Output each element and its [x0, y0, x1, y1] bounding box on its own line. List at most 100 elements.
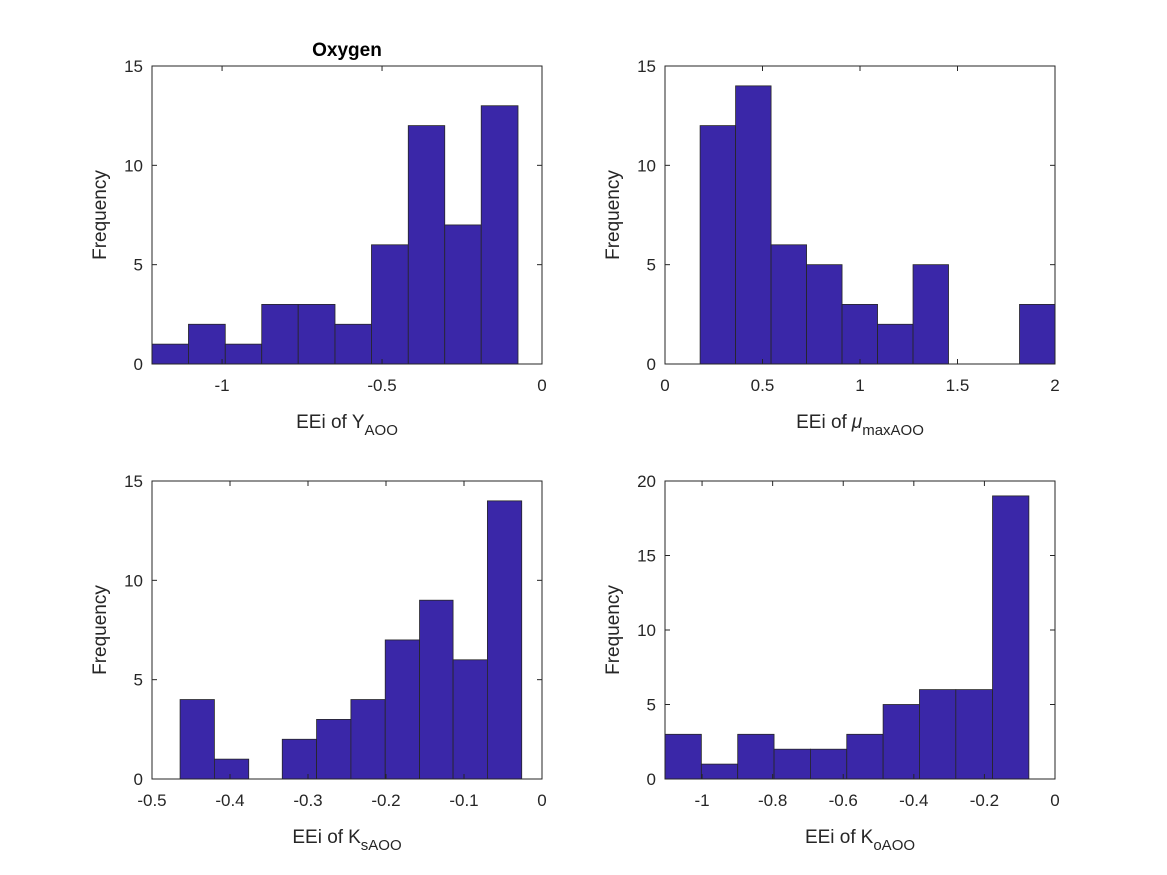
y-tick-label: 5	[134, 256, 143, 275]
bar	[806, 264, 843, 365]
x-label-symbol: μ	[851, 412, 863, 433]
x-label-symbol: K	[348, 827, 361, 848]
x-label-subscript: sAOO	[361, 837, 402, 854]
bar	[919, 689, 957, 780]
bar	[735, 85, 772, 365]
y-tick-label: 5	[647, 696, 656, 715]
x-label-symbol: Y	[352, 412, 365, 433]
bar	[877, 323, 914, 365]
x-tick-label: -0.5	[367, 376, 396, 395]
y-tick-label: 10	[124, 571, 143, 590]
bar	[261, 303, 299, 365]
chart-title: Oxygen	[312, 40, 382, 61]
x-axis-label: EEi of KsAOO	[292, 827, 401, 854]
bar	[480, 105, 519, 365]
y-tick-label: 0	[647, 355, 656, 374]
y-tick-label: 15	[637, 547, 656, 566]
x-tick-label: -0.8	[758, 791, 787, 810]
bar	[350, 699, 386, 780]
x-tick-label: -0.5	[137, 791, 166, 810]
bar	[419, 599, 454, 780]
bar	[316, 719, 352, 780]
bar	[281, 738, 317, 780]
x-axis-label: EEi of KoAOO	[805, 827, 915, 854]
y-tick-label: 5	[647, 256, 656, 275]
bar	[407, 125, 446, 365]
x-tick-label: -0.3	[293, 791, 322, 810]
bar	[841, 303, 878, 365]
bar	[882, 704, 920, 780]
x-label-subscript: maxAOO	[862, 422, 924, 439]
x-tick-label: -1	[215, 376, 230, 395]
x-tick-label: -0.4	[899, 791, 928, 810]
x-tick-label: 0	[660, 376, 669, 395]
y-tick-label: 0	[134, 770, 143, 789]
x-tick-label: 0	[537, 791, 546, 810]
x-tick-label: 0	[537, 376, 546, 395]
x-label-subscript: AOO	[365, 422, 398, 439]
bar	[992, 495, 1030, 780]
x-tick-label: -0.1	[449, 791, 478, 810]
x-label-text: EEi of	[292, 827, 343, 848]
y-axis-label: Frequency	[90, 585, 111, 675]
y-tick-label: 0	[647, 770, 656, 789]
y-tick-label: 20	[637, 472, 656, 491]
bar	[773, 748, 811, 780]
x-axis-label: EEi of μmaxAOO	[796, 412, 924, 439]
axes: 0 5 10 15 20 -1 -0.8 -0.6 -0.4 -0.2 0 Frequency EEi …	[603, 472, 1060, 854]
x-tick-label: -0.6	[829, 791, 858, 810]
x-tick-label: 0.5	[751, 376, 775, 395]
x-tick-label: 2	[1050, 376, 1059, 395]
bar	[179, 699, 215, 780]
bar	[224, 343, 263, 365]
x-label-subscript: oAOO	[873, 837, 915, 854]
x-tick-label: -0.2	[970, 791, 999, 810]
bar	[486, 500, 523, 780]
bar	[810, 748, 848, 780]
bar	[371, 244, 409, 365]
y-tick-label: 10	[637, 156, 656, 175]
bar	[955, 689, 993, 780]
axes: 0 5 10 15 -0.5 -0.4 -0.3 -0.2 -0.1 0 Frequency EEi …	[90, 472, 547, 854]
x-label-text: EEi of	[296, 412, 347, 433]
y-axis-label: Frequency	[90, 170, 111, 260]
y-tick-label: 0	[134, 355, 143, 374]
x-tick-label: 1.5	[946, 376, 970, 395]
bar	[912, 264, 949, 365]
y-tick-label: 5	[134, 671, 143, 690]
y-axis-label: Frequency	[603, 170, 624, 260]
bar	[188, 323, 226, 365]
axes: 0 5 10 15 0 0.5 1 1.5 2 Frequency EEi of μmaxAOO	[603, 57, 1060, 439]
x-tick-label: -0.4	[215, 791, 244, 810]
x-axis-label: EEi of YAOO	[296, 412, 398, 439]
y-tick-label: 15	[124, 57, 143, 76]
bar	[737, 733, 775, 780]
bar	[213, 758, 250, 780]
bar	[1019, 303, 1056, 365]
bar	[334, 323, 372, 365]
bar	[846, 733, 884, 780]
y-tick-label: 10	[124, 156, 143, 175]
x-label-symbol: K	[861, 827, 874, 848]
bar	[452, 659, 488, 780]
y-tick-label: 10	[637, 621, 656, 640]
x-tick-label: 1	[855, 376, 864, 395]
bar	[770, 244, 807, 365]
bar	[297, 303, 336, 365]
x-label-text: EEi of	[796, 412, 847, 433]
axes-box	[151, 65, 543, 365]
bar	[444, 224, 482, 365]
bar	[700, 763, 739, 780]
bar	[151, 343, 189, 365]
x-label-text: EEi of	[805, 827, 856, 848]
axes: 0 5 10 15 -1 -0.5 0 Frequency EEi of YAOO Oxygen	[90, 40, 547, 439]
x-tick-label: -0.2	[371, 791, 400, 810]
bar	[699, 125, 736, 365]
y-axis-label: Frequency	[603, 585, 624, 675]
y-tick-label: 15	[124, 472, 143, 491]
x-tick-label: -1	[694, 791, 709, 810]
y-tick-label: 15	[637, 57, 656, 76]
axes-box	[151, 480, 543, 780]
x-tick-label: 0	[1050, 791, 1059, 810]
